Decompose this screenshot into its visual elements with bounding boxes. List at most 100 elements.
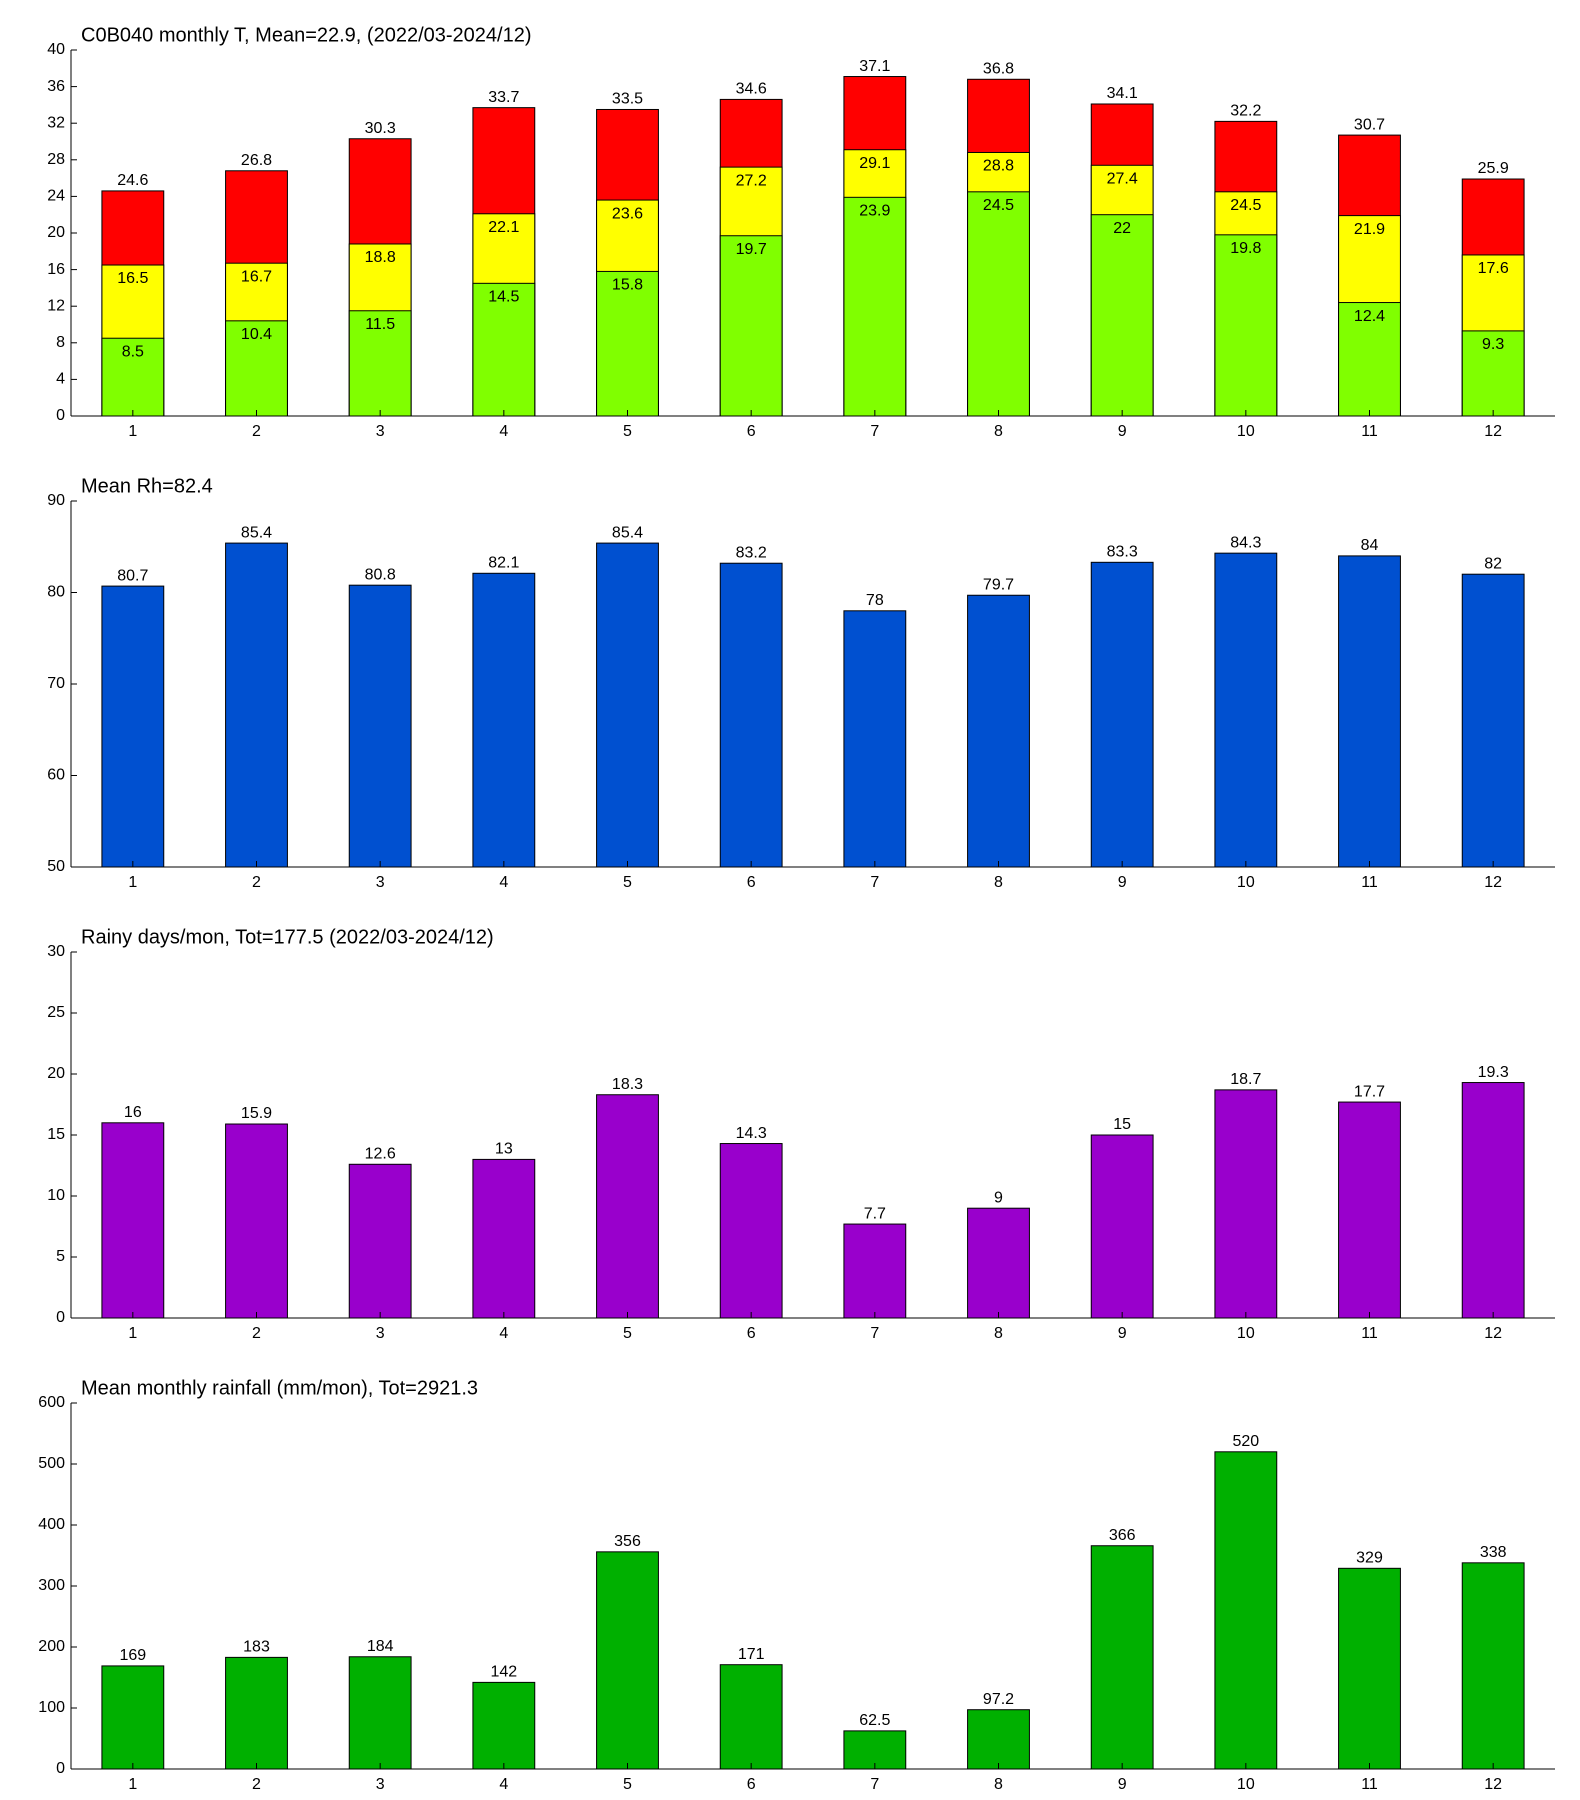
x-tick-label: 2 xyxy=(252,874,261,891)
x-tick-label: 10 xyxy=(1237,423,1255,440)
data-label: 23.6 xyxy=(612,205,643,222)
x-tick-label: 8 xyxy=(994,423,1003,440)
data-label: 22.1 xyxy=(488,219,519,236)
data-label: 19.3 xyxy=(1478,1064,1509,1081)
bar xyxy=(719,1143,783,1319)
data-label: 34.1 xyxy=(1107,85,1138,102)
data-label: 33.5 xyxy=(612,91,643,108)
data-label: 169 xyxy=(119,1647,146,1664)
x-tick-label: 5 xyxy=(623,423,632,440)
data-label: 29.1 xyxy=(859,155,890,172)
data-label: 8.5 xyxy=(122,343,144,360)
data-label: 28.8 xyxy=(983,158,1014,175)
data-label: 171 xyxy=(738,1646,765,1663)
data-label: 97.2 xyxy=(983,1691,1014,1708)
x-tick-label: 1 xyxy=(128,1776,137,1793)
x-tick-label: 3 xyxy=(376,1776,385,1793)
bar xyxy=(1338,1101,1401,1319)
data-label: 184 xyxy=(367,1638,394,1655)
y-tick-label: 8 xyxy=(56,334,65,351)
data-label: 32.2 xyxy=(1230,103,1261,120)
x-tick-label: 6 xyxy=(747,1776,756,1793)
data-label: 21.9 xyxy=(1354,221,1385,238)
data-label: 7.7 xyxy=(864,1205,886,1222)
x-tick-label: 3 xyxy=(376,423,385,440)
bar xyxy=(348,1656,412,1770)
data-label: 16.7 xyxy=(241,268,272,285)
data-label: 84.3 xyxy=(1230,534,1261,551)
x-tick-label: 4 xyxy=(499,423,508,440)
y-tick-label: 0 xyxy=(56,1760,65,1777)
y-tick-label: 36 xyxy=(47,78,65,95)
data-label: 78 xyxy=(866,592,884,609)
y-tick-label: 70 xyxy=(47,675,65,692)
x-tick-label: 7 xyxy=(870,874,879,891)
bar xyxy=(1461,573,1525,868)
y-tick-label: 25 xyxy=(47,1004,65,1021)
bar xyxy=(348,1163,412,1319)
y-tick-label: 500 xyxy=(38,1455,65,1472)
data-label: 520 xyxy=(1232,1433,1259,1450)
data-label: 15 xyxy=(1113,1116,1131,1133)
bar xyxy=(225,542,288,868)
bar xyxy=(843,196,907,417)
x-tick-label: 9 xyxy=(1118,1325,1127,1342)
data-label: 83.2 xyxy=(736,544,767,561)
x-tick-label: 9 xyxy=(1118,423,1127,440)
x-tick-label: 8 xyxy=(994,1776,1003,1793)
bar xyxy=(1090,1134,1154,1319)
data-label: 9 xyxy=(994,1189,1003,1206)
bar xyxy=(472,1158,536,1319)
bar xyxy=(348,310,412,417)
data-label: 15.9 xyxy=(241,1105,272,1122)
bar xyxy=(719,562,783,868)
bar xyxy=(596,1094,659,1319)
chart-title: C0B040 monthly T, Mean=22.9, (2022/03-20… xyxy=(81,24,532,46)
x-tick-label: 11 xyxy=(1361,1325,1378,1342)
data-label: 85.4 xyxy=(241,524,272,541)
y-tick-label: 5 xyxy=(56,1248,65,1265)
data-label: 18.8 xyxy=(365,249,396,266)
x-tick-label: 9 xyxy=(1118,1776,1127,1793)
y-tick-label: 50 xyxy=(47,858,65,875)
data-label: 27.4 xyxy=(1107,171,1138,188)
bar xyxy=(843,1730,907,1770)
data-label: 24.5 xyxy=(1230,197,1261,214)
y-tick-label: 12 xyxy=(47,297,65,314)
y-tick-label: 40 xyxy=(47,41,65,58)
data-label: 84 xyxy=(1361,537,1379,554)
data-label: 16 xyxy=(124,1104,142,1121)
x-tick-label: 12 xyxy=(1484,1776,1502,1793)
bar xyxy=(225,1656,288,1770)
y-tick-label: 20 xyxy=(47,224,65,241)
data-label: 80.7 xyxy=(117,567,148,584)
bar xyxy=(1214,1089,1278,1319)
x-tick-label: 7 xyxy=(870,423,879,440)
y-tick-label: 16 xyxy=(47,261,65,278)
data-label: 366 xyxy=(1109,1527,1136,1544)
bar xyxy=(967,1709,1030,1770)
bar xyxy=(1090,214,1154,417)
x-tick-label: 4 xyxy=(499,1325,508,1342)
y-tick-label: 28 xyxy=(47,151,65,168)
x-tick-label: 6 xyxy=(747,423,756,440)
data-label: 34.6 xyxy=(736,81,767,98)
x-tick-label: 6 xyxy=(747,1325,756,1342)
x-tick-label: 2 xyxy=(252,1325,261,1342)
data-label: 82 xyxy=(1484,555,1502,572)
bar xyxy=(1214,552,1278,868)
bar xyxy=(1338,1567,1401,1770)
bar xyxy=(1214,234,1278,417)
y-tick-label: 200 xyxy=(38,1638,65,1655)
data-label: 329 xyxy=(1356,1550,1383,1567)
bar xyxy=(596,542,659,868)
x-tick-label: 1 xyxy=(128,874,137,891)
data-label: 62.5 xyxy=(859,1712,890,1729)
y-tick-label: 400 xyxy=(38,1516,65,1533)
bar xyxy=(596,1551,659,1770)
x-tick-label: 5 xyxy=(623,874,632,891)
data-label: 183 xyxy=(243,1639,270,1656)
y-tick-label: 24 xyxy=(47,188,65,205)
x-tick-label: 4 xyxy=(499,1776,508,1793)
x-tick-label: 7 xyxy=(870,1325,879,1342)
